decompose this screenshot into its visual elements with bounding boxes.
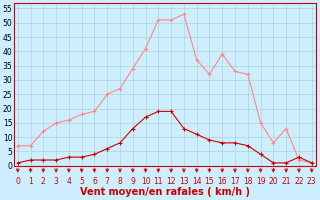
- X-axis label: Vent moyen/en rafales ( km/h ): Vent moyen/en rafales ( km/h ): [80, 187, 250, 197]
